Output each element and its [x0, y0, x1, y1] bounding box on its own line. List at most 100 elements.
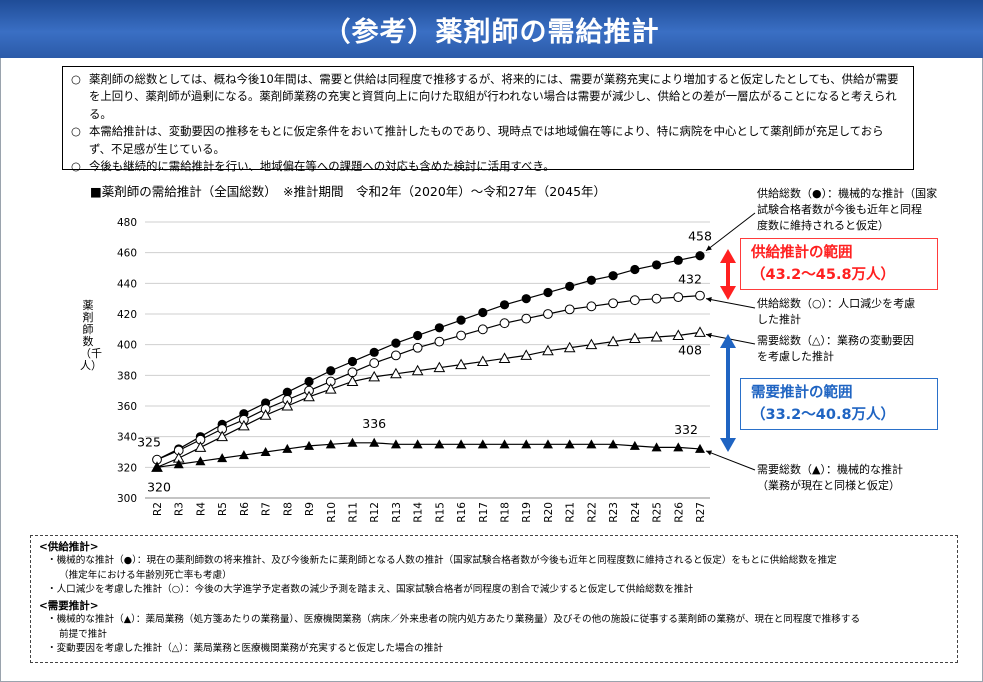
supply-range-box: 供給推計の範囲 （43.2～45.8万人） — [740, 238, 938, 290]
data-point-filled-triangle — [564, 439, 575, 449]
data-point-open-triangle — [628, 332, 641, 344]
annotation-line: 度数に維持されると仮定） — [757, 219, 889, 232]
data-label: 432 — [678, 272, 702, 287]
data-point-open-circle — [521, 313, 532, 324]
data-point-filled-circle — [369, 347, 379, 357]
data-point-filled-circle — [413, 330, 423, 341]
data-point-open-circle — [629, 295, 640, 306]
title-bar: （参考）薬剤師の需給推計 — [0, 0, 983, 58]
y-tick-label: 340 — [117, 432, 137, 444]
data-point-filled-triangle — [695, 443, 705, 453]
data-point-open-triangle — [259, 409, 272, 420]
data-point-open-circle — [586, 301, 597, 312]
annotation-demand-mechanical: 需要総数（▲）：機械的な推計 （業務が現在と同様と仮定） — [757, 462, 903, 494]
annotation-line: 需要総数（▲）：機械的な推計 — [757, 463, 903, 476]
data-point-filled-circle — [673, 255, 683, 265]
data-point-filled-circle — [478, 307, 488, 318]
series-line — [156, 331, 701, 468]
demand-definitions-heading: <需要推計> — [39, 600, 99, 613]
annotation-supply-mechanical: 供給総数（●）：機械的な推計（国家 試験合格者数が今後も近年と同程 度数に維持さ… — [757, 186, 937, 234]
data-point-filled-triangle — [347, 437, 358, 447]
x-tick-label: R12 — [369, 502, 381, 523]
data-point-filled-circle — [586, 275, 597, 285]
data-point-open-triangle — [216, 430, 229, 442]
annotation-line: （業務が現在と同様と仮定） — [757, 479, 900, 492]
x-tick-label: R19 — [521, 502, 533, 523]
data-point-filled-triangle — [586, 439, 597, 449]
data-point-open-triangle — [455, 358, 467, 370]
data-point-filled-triangle — [521, 439, 532, 449]
supply-range-value: （43.2～45.8万人） — [751, 267, 896, 283]
y-tick-label: 460 — [117, 248, 137, 260]
data-point-filled-triangle — [282, 443, 293, 453]
data-point-filled-triangle — [412, 439, 423, 449]
y-tick-label: 420 — [117, 309, 137, 321]
data-point-open-circle — [695, 290, 705, 301]
y-tick-label: 360 — [117, 401, 137, 413]
annotation-line: した推計 — [757, 313, 801, 326]
series-line — [156, 295, 701, 461]
x-tick-label: R3 — [174, 502, 186, 516]
data-point-filled-triangle — [629, 440, 640, 450]
y-tick-label: 300 — [117, 493, 137, 505]
data-point-open-triangle — [476, 355, 489, 367]
x-tick-label: R25 — [652, 502, 664, 523]
annotation-line: 試験合格者数が今後も近年と同程 — [757, 203, 922, 216]
x-tick-label: R9 — [304, 502, 316, 516]
x-tick-label: R23 — [608, 502, 620, 523]
x-tick-label: R13 — [391, 502, 403, 523]
data-point-open-triangle — [194, 441, 207, 452]
data-point-filled-triangle — [651, 442, 662, 452]
x-tick-label: R22 — [586, 502, 598, 523]
annotation-pointer — [705, 450, 756, 471]
data-point-open-circle — [347, 367, 358, 378]
data-point-open-triangle — [433, 361, 446, 373]
y-tick-label: 400 — [117, 340, 137, 352]
demand-range-box: 需要推計の範囲 （33.2～40.8万人） — [740, 378, 938, 430]
x-tick-label: R4 — [195, 502, 207, 516]
note-item: ○ 本需給推計は、変動要因の推移をもとに仮定条件をおいて推計したものであり、現時… — [71, 123, 905, 158]
data-point-filled-triangle — [238, 450, 249, 460]
annotation-pointer — [705, 212, 756, 252]
annotation-pointer — [705, 298, 756, 309]
data-point-filled-circle — [347, 356, 358, 367]
note-bullet: ○ — [71, 72, 81, 86]
data-point-open-circle — [608, 298, 619, 309]
data-point-open-circle — [543, 309, 553, 319]
x-tick-label: R6 — [239, 502, 251, 516]
data-label: 408 — [678, 342, 702, 357]
data-point-filled-triangle — [195, 456, 206, 466]
data-point-filled-circle — [391, 338, 401, 348]
supply-definitions-heading: <供給推計> — [39, 541, 99, 553]
data-point-open-triangle — [650, 330, 663, 342]
data-point-filled-triangle — [390, 439, 401, 449]
data-point-filled-triangle — [217, 453, 228, 463]
x-tick-label: R14 — [413, 502, 425, 523]
x-tick-label: R7 — [261, 502, 273, 516]
data-point-open-circle — [391, 350, 401, 361]
data-label: 336 — [362, 416, 386, 431]
x-tick-label: R21 — [565, 502, 577, 523]
data-point-filled-circle — [434, 323, 444, 333]
supply-definition: ・機械的な推計（●）：現在の薬剤師数の将来推計、及び今後新たに薬剤師となる人数の… — [47, 555, 837, 567]
notes-box: ○ 薬剤師の総数としては、概ね今後10年間は、需要と供給は同程度で推移するが、将… — [62, 66, 914, 173]
data-point-open-triangle — [542, 344, 554, 356]
demand-range-value: （33.2～40.8万人） — [751, 407, 896, 423]
data-point-open-triangle — [238, 419, 250, 431]
data-point-filled-circle — [521, 294, 531, 304]
data-point-filled-circle — [608, 271, 618, 281]
data-point-open-circle — [477, 324, 488, 335]
data-point-filled-triangle — [542, 439, 553, 449]
demand-range-arrow-head-up — [720, 334, 736, 348]
y-tick-label: 320 — [117, 462, 137, 474]
data-point-open-triangle — [411, 364, 424, 376]
supply-range-title: 供給推計の範囲 — [751, 245, 853, 261]
x-tick-label: R2 — [152, 502, 164, 516]
demand-definition-cont: 前提で推計 — [59, 628, 107, 640]
data-point-open-circle — [369, 358, 380, 368]
y-tick-label: 480 — [117, 217, 137, 229]
supply-range-arrow-head-down — [720, 286, 736, 300]
x-tick-label: R26 — [673, 502, 685, 523]
series-line — [156, 442, 701, 468]
data-point-open-triangle — [281, 399, 294, 411]
